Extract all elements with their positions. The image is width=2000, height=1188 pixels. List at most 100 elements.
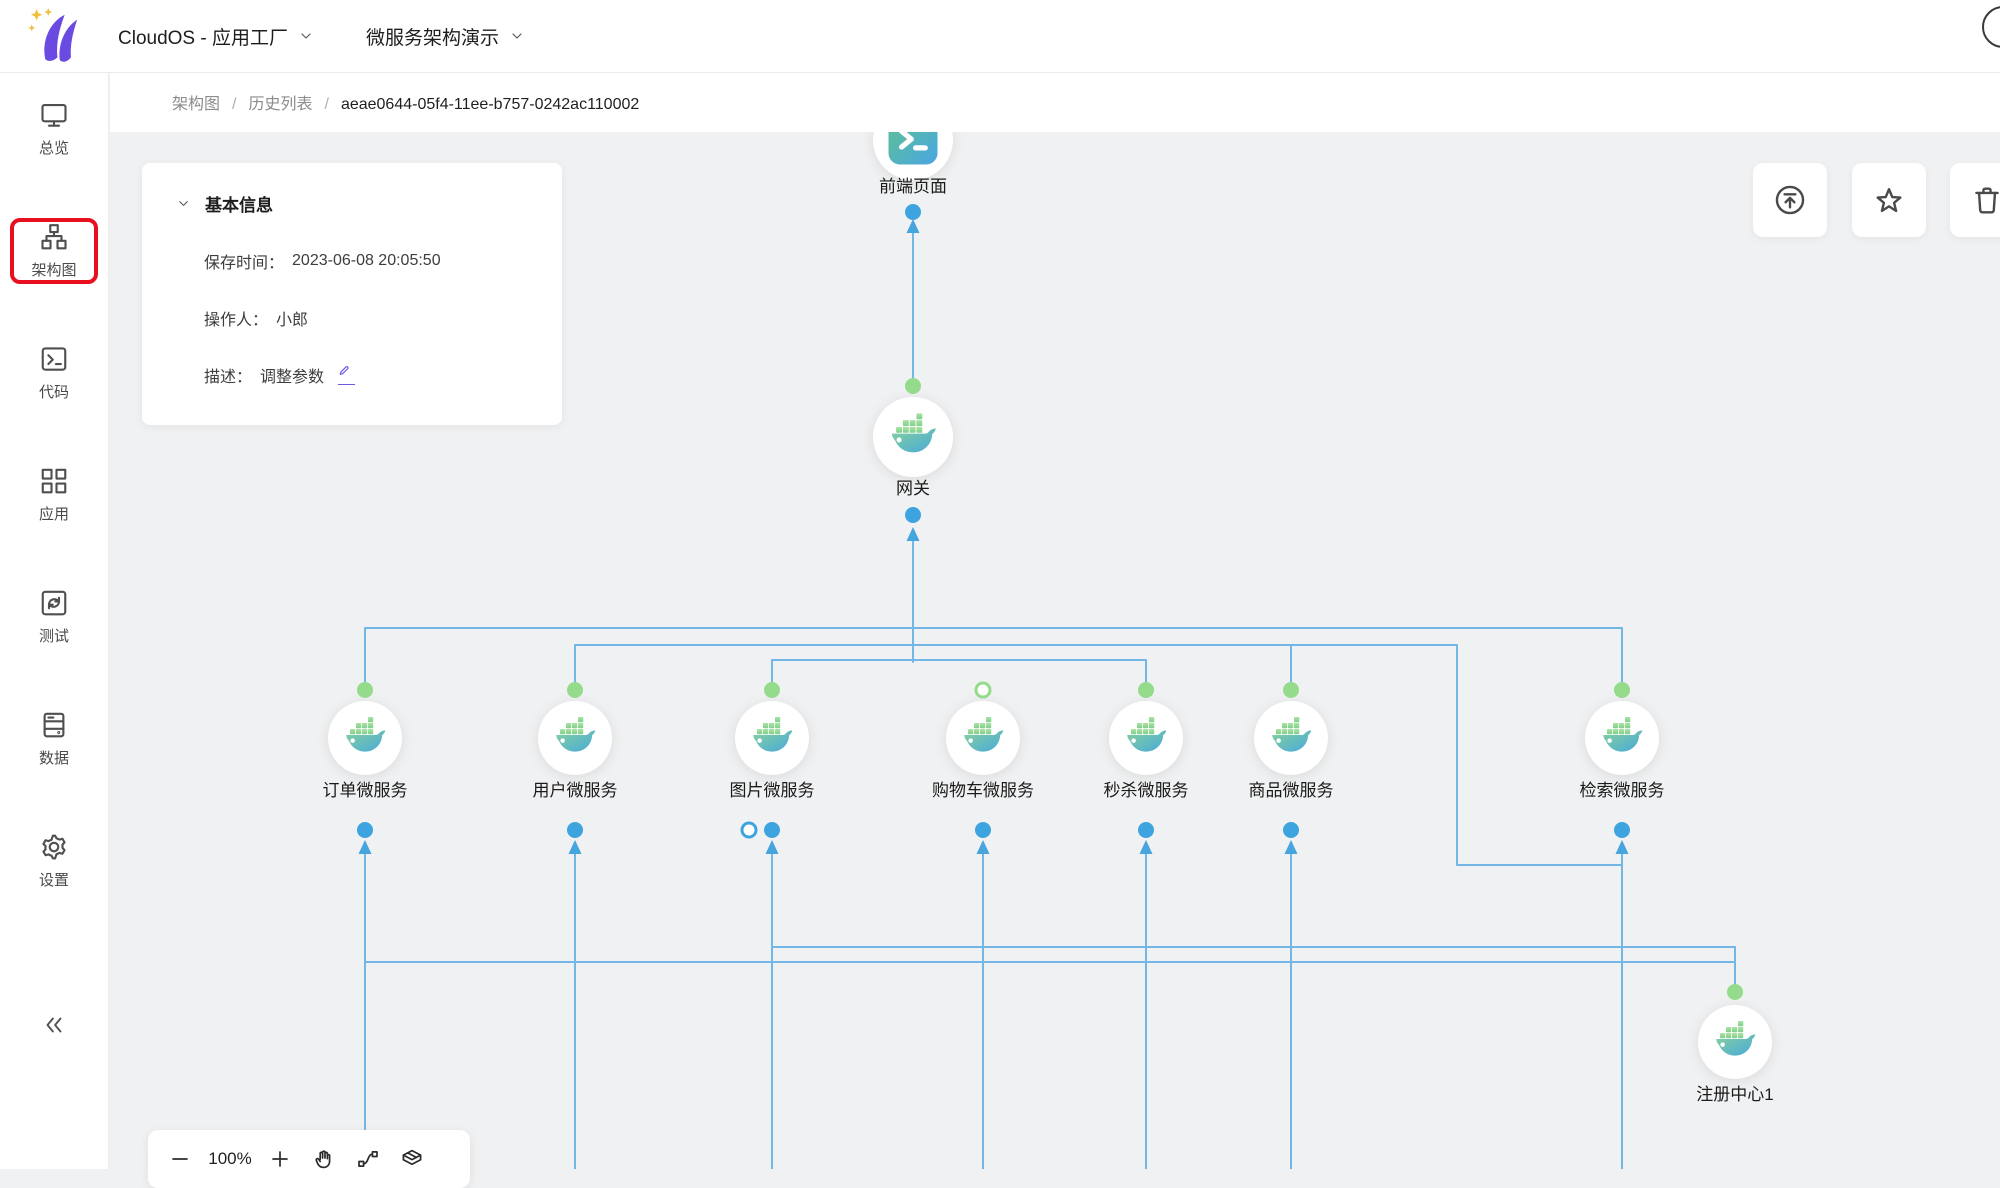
favorite-button[interactable] [1852,163,1926,237]
node-label: 前端页面 [879,177,947,196]
info-row: 保存时间： 2023-06-08 20:05:50 [204,249,534,273]
hierarchy-icon [41,224,67,250]
edge-arrow [358,840,372,854]
breadcrumb-link[interactable]: 历史列表 [248,96,313,113]
settings-icon [42,834,66,860]
port-out[interactable] [1614,682,1630,698]
port-out[interactable] [567,682,583,698]
port-in[interactable] [905,204,921,220]
sidebar-item-settings[interactable]: 设置 [10,828,98,894]
breadcrumb-separator: / [324,96,329,113]
publish-icon [1775,185,1805,215]
node-label: 购物车微服务 [932,781,1034,800]
diagram-node-user[interactable]: 用户微服务 [533,701,618,800]
diagram-node-goods[interactable]: 商品微服务 [1249,701,1334,800]
collapse-chevron-icon[interactable] [176,196,191,211]
delete-button[interactable] [1950,163,2000,237]
diagram-edge [574,644,1623,866]
port-in[interactable] [975,822,991,838]
breadcrumb-current: aeae0644-05f4-11ee-b757-0242ac110002 [340,96,640,113]
sidebar-item-test[interactable]: 测试 [10,584,98,650]
hand-icon [315,1150,331,1169]
sidebar-item-label: 总览 [38,140,69,157]
port-in[interactable] [905,507,921,523]
edge-arrow [1139,840,1153,854]
sidebar-item-label: 设置 [38,872,69,889]
port-in[interactable] [567,822,583,838]
port-in-empty[interactable] [740,821,758,839]
diagram-edge [771,946,1736,987]
cloudos-logo[interactable] [26,7,84,65]
diagram-node-cart[interactable]: 购物车微服务 [932,701,1034,800]
diagram-node-registry[interactable]: 注册中心1 [1696,1005,1774,1104]
edge-arrow [906,527,920,541]
sidebar-collapse-button[interactable] [41,1012,67,1038]
diagram-node-image[interactable]: 图片微服务 [730,701,815,800]
info-row: 描述： 调整参数 [204,363,534,387]
port-in[interactable] [1138,822,1154,838]
zoom-in-button[interactable] [258,1137,302,1181]
breadcrumb-link[interactable]: 架构图 [172,96,221,113]
pan-tool-button[interactable] [302,1137,346,1181]
chevron-down-icon [512,33,522,39]
user-avatar[interactable] [1982,6,2000,48]
breadcrumb: 架构图 / 历史列表 / aeae0644-05f4-11ee-b757-0242ac1… [110,72,2000,132]
info-label: 描述： [204,369,253,386]
port-in[interactable] [1614,822,1630,838]
port-out[interactable] [1138,682,1154,698]
sidebar-item-architecture[interactable]: 架构图 [10,218,98,284]
port-in[interactable] [764,822,780,838]
sidebar-item-label: 应用 [38,506,69,523]
sidebar-item-data[interactable]: 数据 [10,706,98,772]
port-out[interactable] [357,682,373,698]
layers-tool-button[interactable] [390,1137,434,1181]
port-out-empty[interactable] [974,681,992,699]
zoom-out-button[interactable] [158,1137,202,1181]
project-switcher[interactable]: 微服务架构演示 [366,23,525,50]
info-panel-title: 基本信息 [205,196,273,215]
node-label: 网关 [896,479,930,498]
diagram-node-gateway[interactable]: 网关 [873,397,953,498]
zoom-toolbar: 100% [148,1130,470,1188]
info-row: 操作人： 小郎 [204,306,534,330]
node-label: 图片微服务 [730,781,815,800]
info-label: 保存时间： [204,255,285,272]
info-value: 小郎 [276,312,309,329]
star-icon [1876,188,1902,213]
node-label: 订单微服务 [323,781,408,800]
sidebar-item-overview[interactable]: 总览 [10,96,98,162]
connector-tool-button[interactable] [346,1137,390,1181]
info-value: 调整参数 [260,369,325,386]
zoom-level: 100% [208,1149,252,1168]
package-box-icon [402,1149,422,1166]
port-out[interactable] [764,682,780,698]
diagram-node-order[interactable]: 订单微服务 [323,701,408,800]
edge-arrow [906,219,920,233]
port-out[interactable] [1283,682,1299,698]
diagram-node-seckill[interactable]: 秒杀微服务 [1104,701,1189,800]
port-in[interactable] [357,822,373,838]
terminal-icon [41,347,67,371]
diagram-node-search[interactable]: 检索微服务 [1580,701,1665,800]
sidebar-item-code[interactable]: 代码 [10,340,98,406]
port-in[interactable] [1283,822,1299,838]
data-icon [43,712,65,738]
edge-arrow [1615,840,1629,854]
edge-arrow [568,840,582,854]
node-label: 商品微服务 [1249,781,1334,800]
port-out[interactable] [905,378,921,394]
chevrons-left-icon [46,1017,62,1033]
sidebar-item-label: 代码 [38,384,69,401]
node-label: 秒杀微服务 [1104,781,1189,800]
product-title: CloudOS - 应用工厂 [118,27,288,49]
workspace-switcher[interactable]: CloudOS - 应用工厂 [118,23,314,50]
edit-description-button[interactable] [338,365,356,385]
publish-button[interactable] [1753,163,1827,237]
sidebar-item-apps[interactable]: 应用 [10,462,98,528]
info-label: 操作人： [204,312,269,329]
edge-arrow [976,840,990,854]
sidebar: 总览架构图代码应用测试数据设置 [0,72,109,1169]
app-header: CloudOS - 应用工厂 微服务架构演示 [0,0,2000,73]
port-out[interactable] [1727,984,1743,1000]
info-value: 2023-06-08 20:05:50 [292,252,441,269]
